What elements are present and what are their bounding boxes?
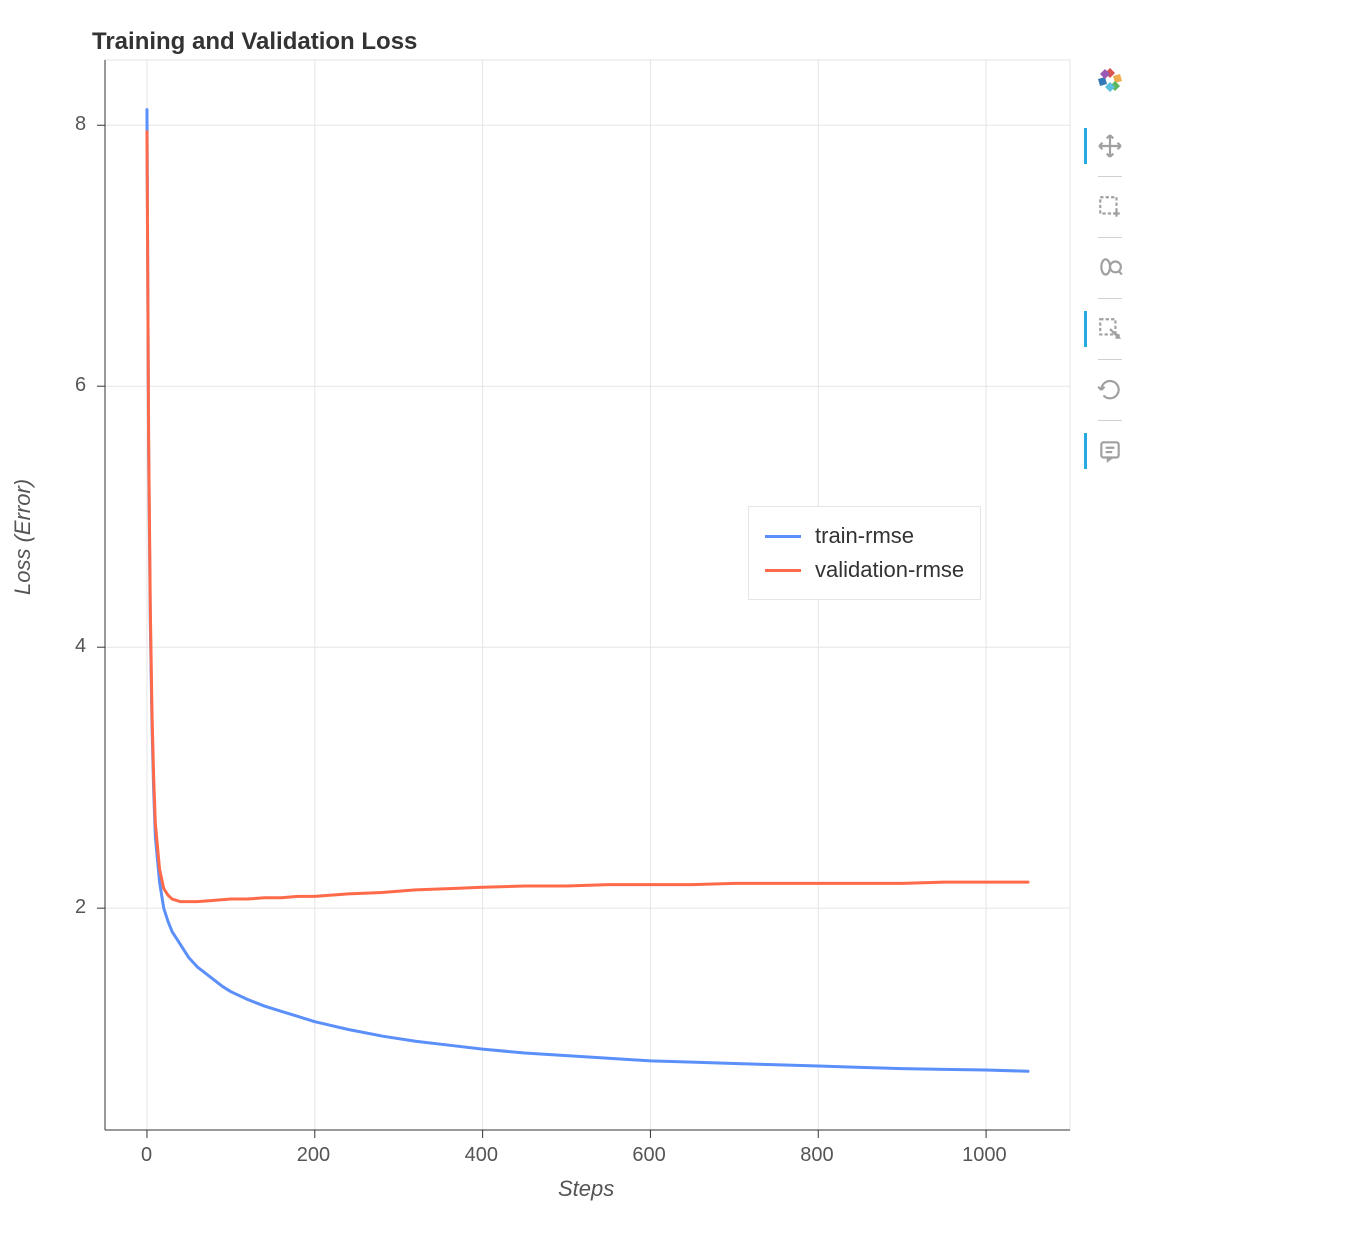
- y-tick-label: 6: [75, 374, 86, 397]
- wheel-zoom-tool-icon[interactable]: [1090, 248, 1130, 288]
- bokeh-logo-icon[interactable]: [1090, 60, 1130, 100]
- y-tick-label: 2: [75, 896, 86, 919]
- toolbar-divider: [1098, 359, 1122, 360]
- x-tick-label: 0: [141, 1144, 152, 1167]
- legend-item[interactable]: validation-rmse: [765, 553, 964, 587]
- x-tick-label: 1000: [962, 1144, 1007, 1167]
- legend[interactable]: train-rmse validation-rmse: [748, 506, 981, 600]
- x-tick-label: 400: [465, 1144, 498, 1167]
- y-tick-label: 8: [75, 113, 86, 136]
- toolbar-divider: [1098, 176, 1122, 177]
- reset-tool-icon[interactable]: [1090, 370, 1130, 410]
- x-axis-label: Steps: [558, 1176, 614, 1202]
- legend-swatch: [765, 569, 801, 572]
- legend-item[interactable]: train-rmse: [765, 519, 964, 553]
- x-tick-label: 600: [632, 1144, 665, 1167]
- x-tick-label: 200: [297, 1144, 330, 1167]
- bokeh-toolbar: [1090, 60, 1130, 471]
- toolbar-divider: [1098, 420, 1122, 421]
- hover-tool-icon[interactable]: [1090, 431, 1130, 471]
- loss-chart[interactable]: [0, 0, 1370, 1234]
- box-select-tool-icon[interactable]: [1090, 187, 1130, 227]
- legend-label: validation-rmse: [815, 557, 964, 583]
- legend-swatch: [765, 535, 801, 538]
- toolbar-divider: [1098, 237, 1122, 238]
- toolbar-divider: [1098, 298, 1122, 299]
- legend-label: train-rmse: [815, 523, 914, 549]
- pan-tool-icon[interactable]: [1090, 126, 1130, 166]
- x-tick-label: 800: [800, 1144, 833, 1167]
- y-axis-label: Loss (Error): [10, 479, 36, 595]
- lasso-select-tool-icon[interactable]: [1090, 309, 1130, 349]
- y-tick-label: 4: [75, 635, 86, 658]
